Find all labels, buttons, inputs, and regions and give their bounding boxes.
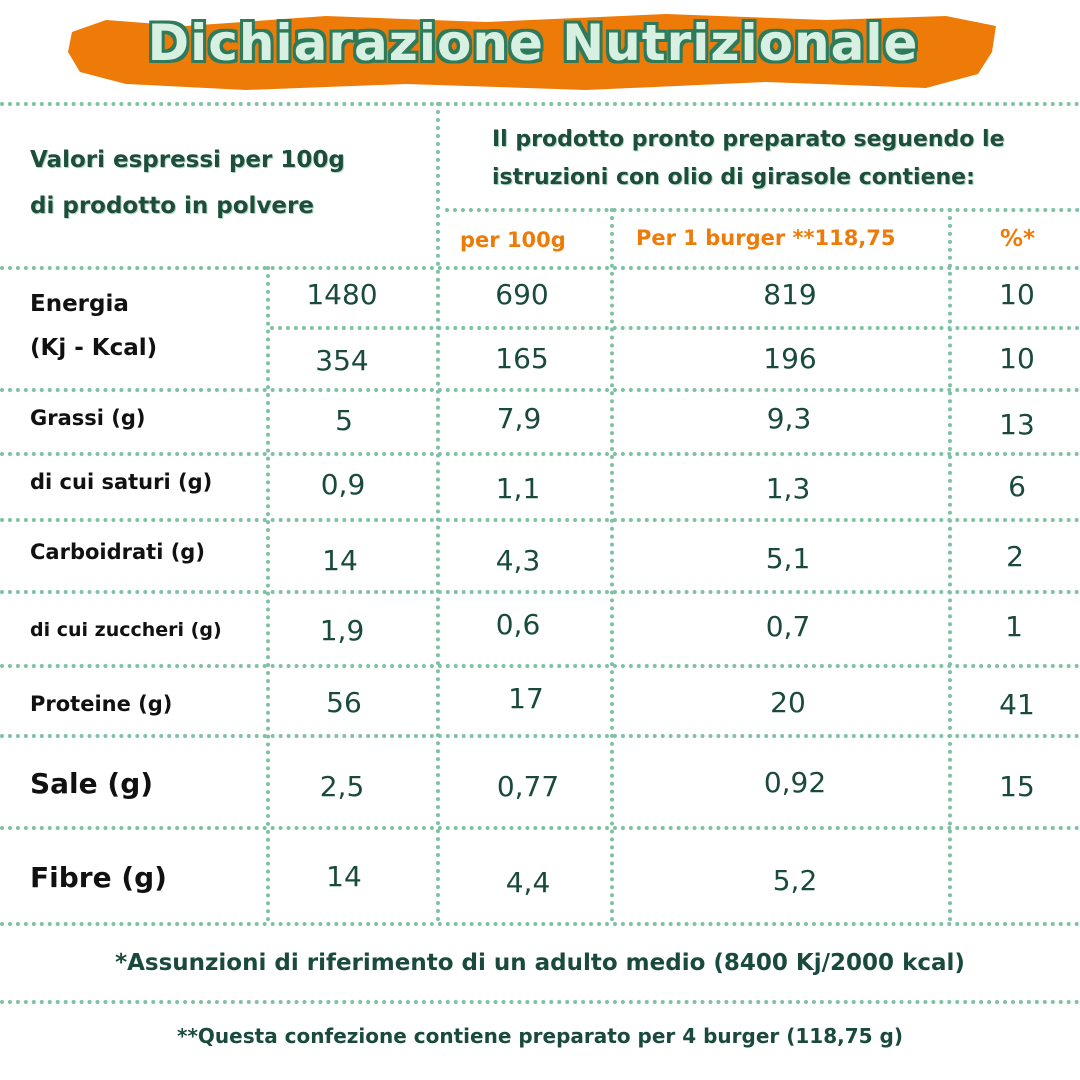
column-divider — [610, 208, 614, 922]
value-cell: 0,6 — [495, 608, 541, 641]
divider-row — [0, 388, 1080, 392]
value-cell: 5,2 — [772, 864, 818, 897]
divider-bottom — [0, 922, 1080, 926]
header-right-line2: istruzioni con olio di girasole contiene… — [492, 165, 975, 190]
divider-row — [0, 518, 1080, 522]
column-header-per-burger: Per 1 burger **118,75 — [636, 226, 896, 250]
column-header-per100g: per 100g — [460, 228, 566, 252]
column-divider — [948, 208, 952, 922]
divider-row — [0, 590, 1080, 594]
header-right-line1: Il prodotto pronto preparato seguendo le — [492, 127, 1005, 152]
column-divider — [436, 102, 440, 922]
row-label-carboidrati: Carboidrati (g) — [30, 540, 205, 564]
row-label-zuccheri: di cui zuccheri (g) — [30, 619, 222, 641]
value-cell: 20 — [770, 686, 806, 719]
value-cell: 6 — [1008, 470, 1026, 503]
divider-row — [0, 664, 1080, 668]
value-cell: 196 — [763, 342, 817, 375]
value-cell: 1480 — [306, 278, 378, 311]
row-label-grassi: Grassi (g) — [30, 406, 146, 430]
divider-top — [0, 102, 1080, 106]
value-cell: 7,9 — [496, 402, 542, 435]
value-cell: 165 — [495, 342, 549, 375]
value-cell: 0,7 — [765, 610, 811, 643]
header-left-line2: di prodotto in polvere — [30, 193, 314, 219]
value-cell: 1,1 — [495, 472, 541, 505]
value-cell: 819 — [763, 278, 817, 311]
value-cell: 15 — [999, 770, 1035, 803]
title-banner: Dichiarazione Nutrizionale — [66, 8, 1000, 94]
value-cell: 690 — [495, 278, 549, 311]
header-left-line1: Valori espressi per 100g — [30, 147, 345, 173]
value-cell: 10 — [999, 342, 1035, 375]
value-cell: 4,3 — [495, 544, 541, 577]
divider-energy-mid — [270, 326, 1080, 330]
value-cell: 13 — [999, 408, 1035, 441]
divider-row — [0, 826, 1080, 830]
column-header-percent: %* — [1000, 226, 1036, 252]
footnote-package: **Questa confezione contiene preparato p… — [177, 1024, 903, 1048]
value-cell: 14 — [322, 544, 358, 577]
row-label-sale: Sale (g) — [30, 767, 154, 800]
value-cell: 1 — [1005, 610, 1023, 643]
value-cell: 41 — [999, 688, 1035, 721]
value-cell: 5,1 — [765, 542, 811, 575]
value-cell: 5 — [335, 404, 353, 437]
value-cell: 56 — [326, 686, 362, 719]
divider-header — [0, 266, 1080, 270]
value-cell: 9,3 — [766, 402, 812, 435]
divider-footnote — [0, 1000, 1080, 1004]
value-cell: 2 — [1006, 540, 1024, 573]
row-label-fibre: Fibre (g) — [30, 861, 167, 894]
divider-subheader — [445, 208, 1080, 212]
column-divider — [266, 266, 270, 922]
value-cell: 10 — [999, 278, 1035, 311]
value-cell: 0,9 — [320, 468, 366, 501]
value-cell: 0,77 — [496, 770, 560, 803]
divider-row — [0, 734, 1080, 738]
row-label-energia-units: (Kj - Kcal) — [30, 335, 158, 361]
page-title: Dichiarazione Nutrizionale — [147, 14, 919, 72]
value-cell: 1,3 — [765, 472, 811, 505]
row-label-proteine: Proteine (g) — [30, 692, 173, 716]
value-cell: 2,5 — [319, 770, 365, 803]
orange-brush-stroke — [68, 14, 996, 90]
value-cell: 354 — [315, 344, 369, 377]
row-label-saturi: di cui saturi (g) — [30, 470, 213, 494]
value-cell: 4,4 — [505, 866, 551, 899]
value-cell: 17 — [508, 682, 544, 715]
row-label-energia: Energia — [30, 291, 129, 317]
value-cell: 0,92 — [763, 766, 827, 799]
value-cell: 14 — [326, 860, 362, 893]
divider-row — [0, 452, 1080, 456]
footnote-reference-intake: *Assunzioni di riferimento di un adulto … — [115, 950, 965, 976]
value-cell: 1,9 — [319, 614, 365, 647]
